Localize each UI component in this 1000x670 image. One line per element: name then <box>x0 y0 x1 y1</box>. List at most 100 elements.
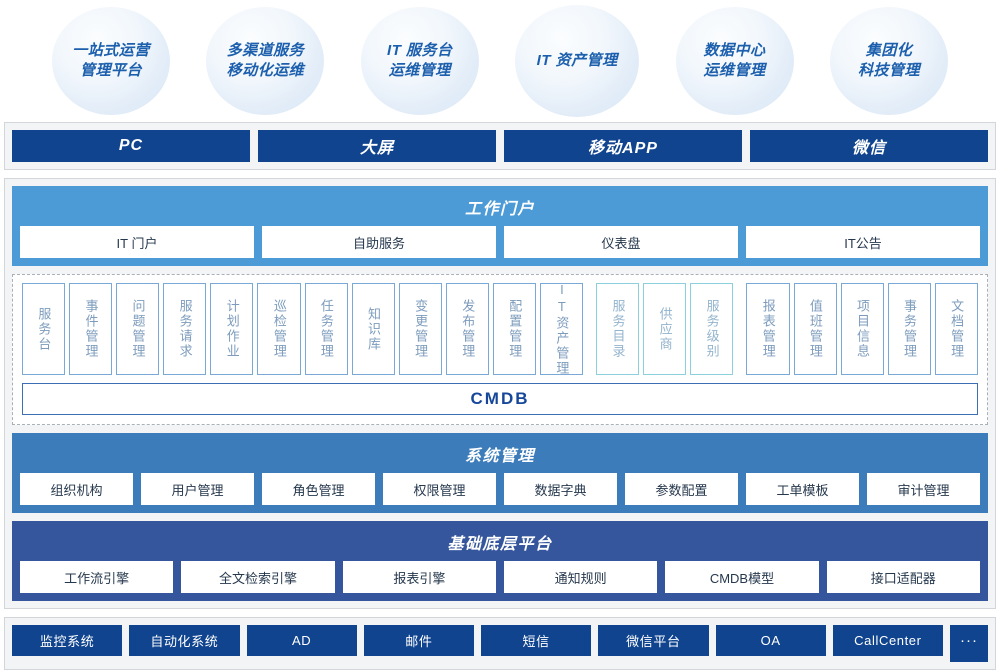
base-item-6[interactable]: 接口适配器 <box>826 561 980 593</box>
core-module-card-18[interactable]: 项目信息 <box>840 283 884 375</box>
core-module-card-13[interactable]: 服务目录 <box>596 283 640 375</box>
system-item-6[interactable]: 参数配置 <box>625 473 738 505</box>
work-portal-section: 工作门户 IT 门户 自助服务 仪表盘 IT公告 <box>12 186 988 266</box>
core-module-card-12[interactable]: IT资产管理 <box>540 282 584 376</box>
core-module-label: 事务管理 <box>902 299 918 359</box>
core-module-card-20[interactable]: 文档管理 <box>934 283 978 375</box>
bubble-line-2: 管理平台 <box>79 62 142 79</box>
core-module-label: IT资产管理 <box>554 282 570 376</box>
integration-item-4[interactable]: 邮件 <box>363 625 474 656</box>
portal-item-1[interactable]: IT 门户 <box>20 226 254 258</box>
core-module-card-3[interactable]: 问题管理 <box>116 283 160 375</box>
base-platform-title: 基础底层平台 <box>447 536 553 553</box>
system-item-8[interactable]: 审计管理 <box>867 473 980 505</box>
integration-item-8[interactable]: CallCenter <box>832 625 943 656</box>
cmdb-bar[interactable]: CMDB <box>22 383 978 415</box>
core-module-label: 服务级别 <box>704 299 720 359</box>
platform-frame: 工作门户 IT 门户 自助服务 仪表盘 IT公告 服务台 事件管理 问题管理 服务请求 计划作… <box>4 178 996 609</box>
core-module-label: 报表管理 <box>760 299 776 359</box>
core-module-label: 问题管理 <box>130 299 146 359</box>
integration-item-9[interactable]: ··· <box>950 625 988 662</box>
bubble-line-1: 集团化 <box>865 41 913 59</box>
channel-button-3[interactable]: 移动APP <box>504 130 742 162</box>
core-module-card-4[interactable]: 服务请求 <box>163 283 207 375</box>
core-module-card-8[interactable]: 知识库 <box>351 283 395 375</box>
integration-row: 监控系统 自动化系统 AD 邮件 短信 微信平台 OA CallCenter ··· <box>12 625 988 662</box>
system-item-2[interactable]: 用户管理 <box>141 473 254 505</box>
core-module-cards: 服务台 事件管理 问题管理 服务请求 计划作业 巡检管理 任务管理 知识库 变更管理 发布管理 配置… <box>22 282 978 376</box>
core-module-card-2[interactable]: 事件管理 <box>69 283 113 375</box>
bubble-line-2: 运维管理 <box>388 62 451 79</box>
work-portal-title: 工作门户 <box>464 201 535 218</box>
base-item-2[interactable]: 全文检索引擎 <box>181 561 335 593</box>
system-item-3[interactable]: 角色管理 <box>262 473 375 505</box>
integration-item-6[interactable]: 微信平台 <box>598 625 709 656</box>
channel-button-4[interactable]: 微信 <box>750 130 988 162</box>
core-module-label: 项目信息 <box>854 299 870 359</box>
system-management-section: 系统管理 组织机构 用户管理 角色管理 权限管理 数据字典 参数配置 工单模板 审计管理 <box>12 433 988 513</box>
solution-bubble-4: IT 资产管理 <box>515 5 640 117</box>
core-module-label: 知识库 <box>366 306 382 352</box>
core-module-label: 计划作业 <box>224 299 240 359</box>
solution-bubble-5: 数据中心 运维管理 <box>675 7 794 115</box>
portal-item-4[interactable]: IT公告 <box>746 226 980 258</box>
core-module-card-11[interactable]: 配置管理 <box>492 283 537 375</box>
bubble-line-2: 移动化运维 <box>226 62 305 79</box>
core-module-label: 供应商 <box>657 306 673 352</box>
core-module-label: 服务目录 <box>610 299 626 359</box>
work-portal-items: IT 门户 自助服务 仪表盘 IT公告 <box>20 226 980 258</box>
system-item-7[interactable]: 工单模板 <box>746 473 859 505</box>
integration-item-1[interactable]: 监控系统 <box>12 625 123 656</box>
base-platform-section: 基础底层平台 工作流引擎 全文检索引擎 报表引擎 通知规则 CMDB模型 接口适配器 <box>12 521 988 601</box>
solution-bubble-2: 多渠道服务移动化运维 <box>206 7 325 115</box>
bubble-line-2: 运维管理 <box>703 62 766 79</box>
base-item-3[interactable]: 报表引擎 <box>342 561 496 593</box>
system-management-items: 组织机构 用户管理 角色管理 权限管理 数据字典 参数配置 工单模板 审计管理 <box>20 473 980 505</box>
core-module-card-16[interactable]: 报表管理 <box>746 283 790 375</box>
portal-item-3[interactable]: 仪表盘 <box>504 226 738 258</box>
integration-item-5[interactable]: 短信 <box>481 625 592 656</box>
core-module-label: 任务管理 <box>318 299 334 359</box>
system-item-1[interactable]: 组织机构 <box>20 473 133 505</box>
core-module-card-14[interactable]: 供应商 <box>643 283 687 375</box>
core-module-card-19[interactable]: 事务管理 <box>887 283 931 375</box>
core-module-label: 服务请求 <box>177 299 193 359</box>
bubble-line-2: 科技管理 <box>857 62 920 79</box>
channel-button-1[interactable]: PC <box>12 130 250 162</box>
base-item-4[interactable]: 通知规则 <box>503 561 658 593</box>
solution-bubble-1: 一站式运营 管理平台 <box>52 7 170 115</box>
core-module-card-5[interactable]: 计划作业 <box>210 283 254 375</box>
bubble-line-1: 多渠道服务 <box>226 41 305 59</box>
core-module-card-17[interactable]: 值班管理 <box>793 283 837 375</box>
bubble-line-1: IT 服务台 <box>387 41 453 59</box>
bubble-line-1: IT 资产管理 <box>536 51 618 69</box>
core-module-card-15[interactable]: 服务级别 <box>690 283 734 375</box>
integration-frame: 监控系统 自动化系统 AD 邮件 短信 微信平台 OA CallCenter ··· <box>4 617 996 670</box>
solution-bubble-3: IT 服务台 运维管理 <box>360 7 479 115</box>
base-item-1[interactable]: 工作流引擎 <box>20 561 174 593</box>
core-module-label: 事件管理 <box>83 299 99 359</box>
bubble-line-1: 数据中心 <box>703 41 766 59</box>
system-management-title: 系统管理 <box>464 448 535 465</box>
core-module-card-6[interactable]: 巡检管理 <box>257 283 301 375</box>
bubble-line-1: 一站式运营 <box>72 41 150 59</box>
core-module-label: 服务台 <box>36 306 52 352</box>
channel-button-2[interactable]: 大屏 <box>258 130 496 162</box>
core-module-label: 文档管理 <box>949 299 965 359</box>
integration-item-2[interactable]: 自动化系统 <box>129 625 240 656</box>
solution-bubble-6: 集团化 科技管理 <box>829 7 948 115</box>
system-item-4[interactable]: 权限管理 <box>383 473 496 505</box>
core-module-card-10[interactable]: 发布管理 <box>445 283 489 375</box>
portal-item-2[interactable]: 自助服务 <box>262 226 496 258</box>
base-platform-items: 工作流引擎 全文检索引擎 报表引擎 通知规则 CMDB模型 接口适配器 <box>20 561 980 593</box>
core-module-card-9[interactable]: 变更管理 <box>398 283 442 375</box>
core-module-card-7[interactable]: 任务管理 <box>304 283 348 375</box>
system-item-5[interactable]: 数据字典 <box>504 473 617 505</box>
integration-item-3[interactable]: AD <box>246 625 357 656</box>
solution-bubbles-row: 一站式运营 管理平台 多渠道服务 移动化运维 IT 服务台 运维管理 IT 资产管理 数据中心… <box>0 0 1000 122</box>
core-module-card-1[interactable]: 服务台 <box>22 283 66 375</box>
core-module-label: 配置管理 <box>507 299 523 359</box>
core-module-label: 值班管理 <box>807 299 823 359</box>
base-item-5[interactable]: CMDB模型 <box>665 561 819 593</box>
integration-item-7[interactable]: OA <box>715 625 826 656</box>
